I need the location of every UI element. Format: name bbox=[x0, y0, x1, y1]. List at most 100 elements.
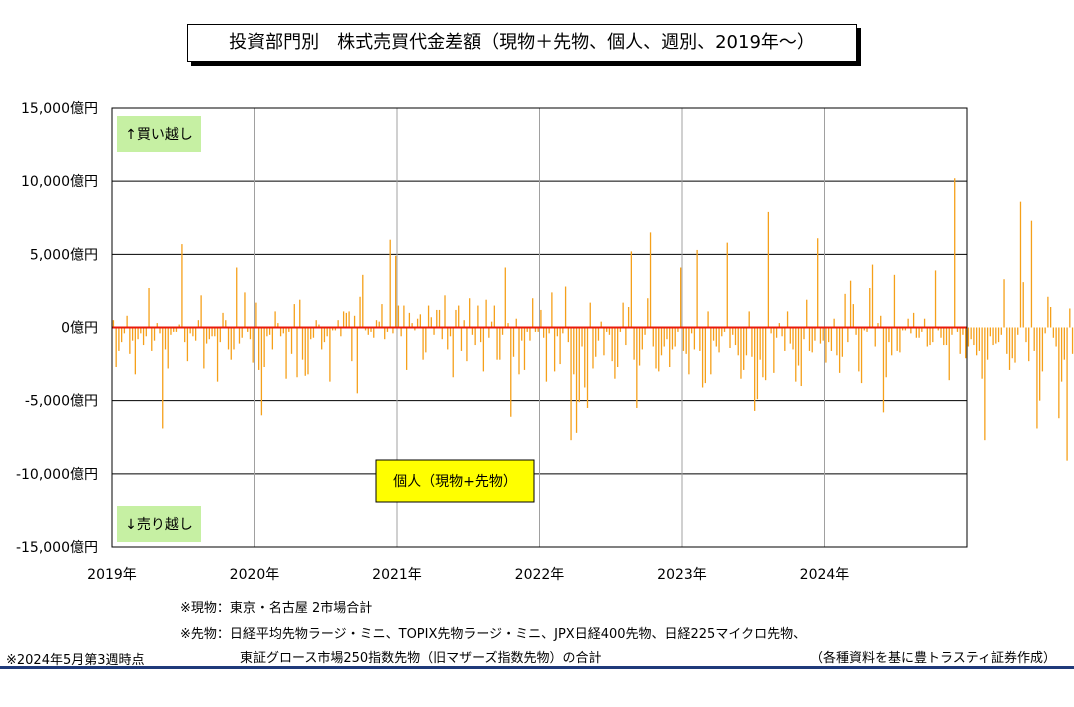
bar bbox=[510, 327, 512, 417]
bar bbox=[131, 327, 134, 341]
bar bbox=[907, 318, 909, 328]
bar bbox=[863, 327, 865, 331]
bar bbox=[447, 327, 449, 350]
bar bbox=[817, 238, 819, 328]
bar bbox=[822, 327, 824, 341]
bar bbox=[992, 327, 994, 346]
bar bbox=[778, 323, 780, 328]
bar bbox=[923, 318, 926, 328]
bar bbox=[849, 280, 852, 328]
bar bbox=[573, 327, 575, 375]
bar bbox=[342, 311, 345, 328]
bar bbox=[120, 327, 123, 343]
bar bbox=[184, 327, 186, 343]
bar bbox=[507, 323, 509, 328]
bar bbox=[814, 327, 816, 341]
bar bbox=[1060, 327, 1063, 382]
bar bbox=[236, 267, 238, 328]
bar bbox=[351, 327, 353, 362]
bar bbox=[129, 327, 131, 354]
bar bbox=[170, 327, 172, 335]
bar bbox=[880, 315, 882, 328]
bar bbox=[567, 327, 569, 343]
bar bbox=[764, 327, 767, 381]
bar bbox=[896, 327, 898, 351]
bar bbox=[617, 327, 619, 368]
bar bbox=[767, 211, 770, 328]
bar bbox=[732, 327, 734, 335]
bar bbox=[797, 327, 800, 366]
bar bbox=[208, 327, 210, 340]
bar bbox=[375, 320, 378, 328]
bar bbox=[326, 327, 328, 337]
bar bbox=[967, 327, 970, 347]
bar bbox=[334, 327, 337, 331]
bar bbox=[395, 255, 397, 328]
bar bbox=[263, 327, 265, 368]
bar bbox=[584, 327, 586, 388]
annotation-boxes: ↑買い越し ↓売り越し 個人（現物+先物） bbox=[117, 116, 535, 542]
bar bbox=[449, 327, 452, 337]
bar bbox=[474, 327, 476, 346]
bar bbox=[858, 327, 860, 372]
bar bbox=[682, 327, 685, 351]
bar bbox=[1047, 296, 1049, 328]
bar bbox=[578, 327, 580, 403]
y-tick-label: 10,000億円 bbox=[21, 174, 98, 190]
bar bbox=[984, 327, 986, 441]
bar bbox=[781, 327, 783, 337]
x-tick-label: 2020年 bbox=[230, 567, 280, 583]
bar bbox=[521, 327, 523, 341]
bar bbox=[543, 327, 545, 338]
bar bbox=[997, 327, 1000, 343]
bar bbox=[145, 327, 147, 337]
bar bbox=[307, 327, 309, 375]
x-tick-label: 2019年 bbox=[87, 567, 137, 583]
buy-label: ↑買い越し bbox=[117, 116, 201, 152]
bar bbox=[364, 327, 367, 331]
bar bbox=[134, 327, 136, 375]
bar bbox=[359, 296, 361, 328]
bar bbox=[589, 302, 591, 328]
bar bbox=[701, 327, 704, 388]
bar bbox=[345, 312, 348, 328]
bar bbox=[318, 324, 320, 328]
bar bbox=[1052, 327, 1055, 338]
bar bbox=[965, 327, 967, 359]
bar bbox=[663, 327, 665, 347]
bar bbox=[638, 327, 641, 366]
bar bbox=[175, 327, 178, 332]
bar bbox=[279, 327, 282, 337]
bar bbox=[485, 299, 487, 328]
bar bbox=[211, 327, 213, 337]
bar bbox=[545, 327, 548, 382]
bar bbox=[723, 327, 726, 332]
bar bbox=[392, 327, 394, 334]
bar bbox=[1022, 282, 1024, 328]
bar bbox=[669, 327, 671, 368]
bar bbox=[825, 327, 827, 363]
bar bbox=[1019, 201, 1022, 328]
bar bbox=[1003, 279, 1005, 328]
bar bbox=[729, 327, 731, 348]
bar bbox=[123, 327, 126, 334]
bar bbox=[203, 327, 205, 369]
bar bbox=[490, 321, 493, 328]
bar bbox=[512, 327, 515, 357]
bar bbox=[970, 327, 972, 340]
x-tick-label: 2022年 bbox=[515, 567, 565, 583]
bar bbox=[660, 327, 663, 356]
bar bbox=[227, 327, 230, 350]
bar bbox=[959, 327, 961, 354]
bar bbox=[926, 327, 928, 347]
bar bbox=[803, 327, 805, 340]
footnote-sakimono-line2: 東証グロース市場250指数先物（旧マザーズ指数先物）の合計 bbox=[240, 651, 602, 666]
bar bbox=[258, 327, 260, 370]
bar bbox=[625, 327, 627, 346]
bar bbox=[433, 327, 435, 335]
bar bbox=[219, 327, 221, 343]
bar bbox=[937, 327, 939, 331]
bar bbox=[1041, 327, 1044, 372]
bar bbox=[869, 287, 871, 328]
